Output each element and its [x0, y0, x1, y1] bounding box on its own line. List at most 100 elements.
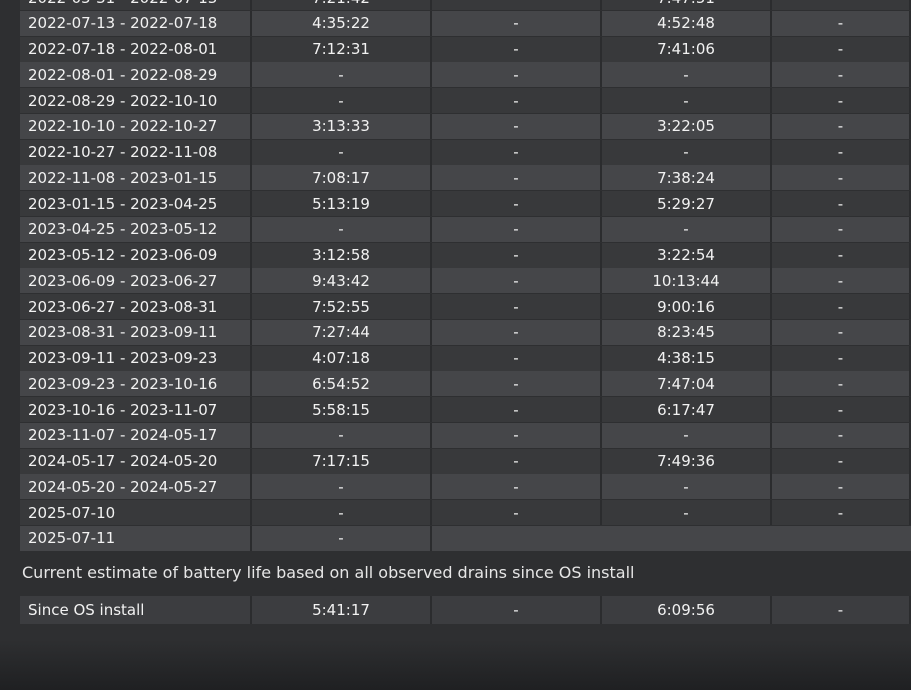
table-row: 2023-08-31 - 2023-09-11 7:27:44-8:23:45-	[20, 319, 911, 345]
duration-cell: 7:47:51	[602, 0, 772, 10]
duration-cell: -	[432, 448, 602, 474]
duration-cell: -	[252, 216, 432, 242]
duration-cell: -	[432, 371, 602, 397]
table-row: 2022-10-27 - 2022-11-08- - - -	[20, 139, 911, 165]
duration-cell: 6:54:52	[252, 371, 432, 397]
period-cell: 2025-07-11	[20, 525, 252, 551]
table-row: 2024-05-17 - 2024-05-20 7:17:15-7:49:36-	[20, 448, 911, 474]
duration-cell: -	[252, 474, 432, 500]
duration-cell: -	[602, 216, 772, 242]
duration-cell: -	[252, 88, 432, 113]
period-cell: 2022-07-18 - 2022-08-01	[20, 36, 252, 62]
duration-cell: -	[772, 319, 911, 345]
duration-cell: -	[432, 474, 602, 500]
duration-cell: -	[432, 294, 602, 319]
duration-cell: -	[432, 500, 602, 525]
duration-cell: 4:07:18	[252, 345, 432, 371]
duration-cell: -	[772, 448, 911, 474]
period-cell: 2023-05-12 - 2023-06-09	[20, 242, 252, 268]
duration-cell: -	[432, 36, 602, 62]
duration-cell: -	[432, 216, 602, 242]
duration-cell: -	[432, 62, 602, 88]
duration-cell: 5:29:27	[602, 191, 772, 216]
duration-cell: -	[772, 371, 911, 397]
duration-cell: 7:21:42	[252, 0, 432, 10]
duration-cell: -	[432, 191, 602, 216]
duration-cell: -	[432, 422, 602, 448]
duration-cell: -	[772, 139, 911, 165]
duration-cell: -	[432, 242, 602, 268]
period-cell: 2023-09-11 - 2023-09-23	[20, 345, 252, 371]
table-row: 2023-09-23 - 2023-10-16 6:54:52-7:47:04-	[20, 371, 911, 397]
period-cell: 2022-05-31 - 2022-07-13	[20, 0, 252, 10]
period-cell: 2022-10-27 - 2022-11-08	[20, 139, 252, 165]
duration-cell: -	[252, 525, 432, 551]
period-cell: 2023-09-23 - 2023-10-16	[20, 371, 252, 397]
duration-cell: 4:38:15	[602, 345, 772, 371]
table-row: 2022-05-31 - 2022-07-137:21:42-7:47:51-	[20, 0, 911, 10]
duration-cell: -	[432, 268, 602, 294]
duration-cell: 8:23:45	[602, 319, 772, 345]
table-row: 2022-10-10 - 2022-10-27 3:13:33-3:22:05-	[20, 113, 911, 139]
period-cell: 2022-08-29 - 2022-10-10	[20, 88, 252, 113]
duration-cell: 6:09:56	[602, 596, 772, 624]
duration-cell: 4:35:22	[252, 10, 432, 36]
duration-cell: -	[772, 113, 911, 139]
duration-cell: 7:47:04	[602, 371, 772, 397]
duration-cell: -	[772, 10, 911, 36]
duration-cell: -	[432, 88, 602, 113]
duration-cell: -	[602, 139, 772, 165]
duration-cell: -	[432, 596, 602, 624]
period-cell: 2023-06-27 - 2023-08-31	[20, 294, 252, 319]
duration-cell: -	[772, 216, 911, 242]
duration-cell: -	[602, 88, 772, 113]
table-row: 2025-07-11-	[20, 525, 911, 551]
duration-cell: -	[252, 139, 432, 165]
period-cell: 2023-08-31 - 2023-09-11	[20, 319, 252, 345]
table-row: 2023-01-15 - 2023-04-25 5:13:19-5:29:27-	[20, 191, 911, 216]
duration-cell: 6:17:47	[602, 397, 772, 422]
table-row: 2024-05-20 - 2024-05-27- - - -	[20, 474, 911, 500]
duration-cell: -	[772, 294, 911, 319]
duration-cell: -	[772, 36, 911, 62]
duration-cell: 7:17:15	[252, 448, 432, 474]
duration-cell: -	[772, 345, 911, 371]
period-cell: 2023-06-09 - 2023-06-27	[20, 268, 252, 294]
duration-cell: 7:38:24	[602, 165, 772, 191]
duration-cell: -	[772, 474, 911, 500]
duration-cell: -	[602, 474, 772, 500]
duration-cell: -	[602, 62, 772, 88]
period-cell: Since OS install	[20, 596, 252, 624]
duration-cell: -	[772, 165, 911, 191]
duration-cell: -	[772, 0, 911, 10]
duration-cell: 7:49:36	[602, 448, 772, 474]
shadow	[0, 640, 911, 690]
duration-cell: -	[772, 268, 911, 294]
period-cell: 2022-07-13 - 2022-07-18	[20, 10, 252, 36]
table-row: 2022-08-29 - 2022-10-10- - - -	[20, 88, 911, 113]
table-row: 2023-05-12 - 2023-06-09 3:12:58-3:22:54-	[20, 242, 911, 268]
duration-cell: 7:52:55	[252, 294, 432, 319]
table-row: 2025-07-10- - - -	[20, 500, 911, 525]
period-cell: 2023-04-25 - 2023-05-12	[20, 216, 252, 242]
duration-cell: -	[432, 113, 602, 139]
duration-cell: -	[602, 422, 772, 448]
duration-cell: -	[432, 345, 602, 371]
duration-cell: 9:43:42	[252, 268, 432, 294]
duration-cell: -	[432, 319, 602, 345]
duration-cell: -	[772, 88, 911, 113]
period-cell: 2022-08-01 - 2022-08-29	[20, 62, 252, 88]
duration-cell: -	[432, 139, 602, 165]
table-row: 2022-11-08 - 2023-01-15 7:08:17-7:38:24-	[20, 165, 911, 191]
duration-cell: -	[252, 62, 432, 88]
period-cell: 2024-05-20 - 2024-05-27	[20, 474, 252, 500]
period-cell: 2023-11-07 - 2024-05-17	[20, 422, 252, 448]
duration-cell: 7:41:06	[602, 36, 772, 62]
duration-cell: -	[432, 165, 602, 191]
table-row: 2022-07-18 - 2022-08-01 7:12:31-7:41:06-	[20, 36, 911, 62]
table-row: 2022-07-13 - 2022-07-18 4:35:22-4:52:48-	[20, 10, 911, 36]
table-row: 2022-08-01 - 2022-08-29- - - -	[20, 62, 911, 88]
table-row: 2023-09-11 - 2023-09-23 4:07:18-4:38:15-	[20, 345, 911, 371]
duration-cell: 5:41:17	[252, 596, 432, 624]
duration-cell: -	[772, 242, 911, 268]
